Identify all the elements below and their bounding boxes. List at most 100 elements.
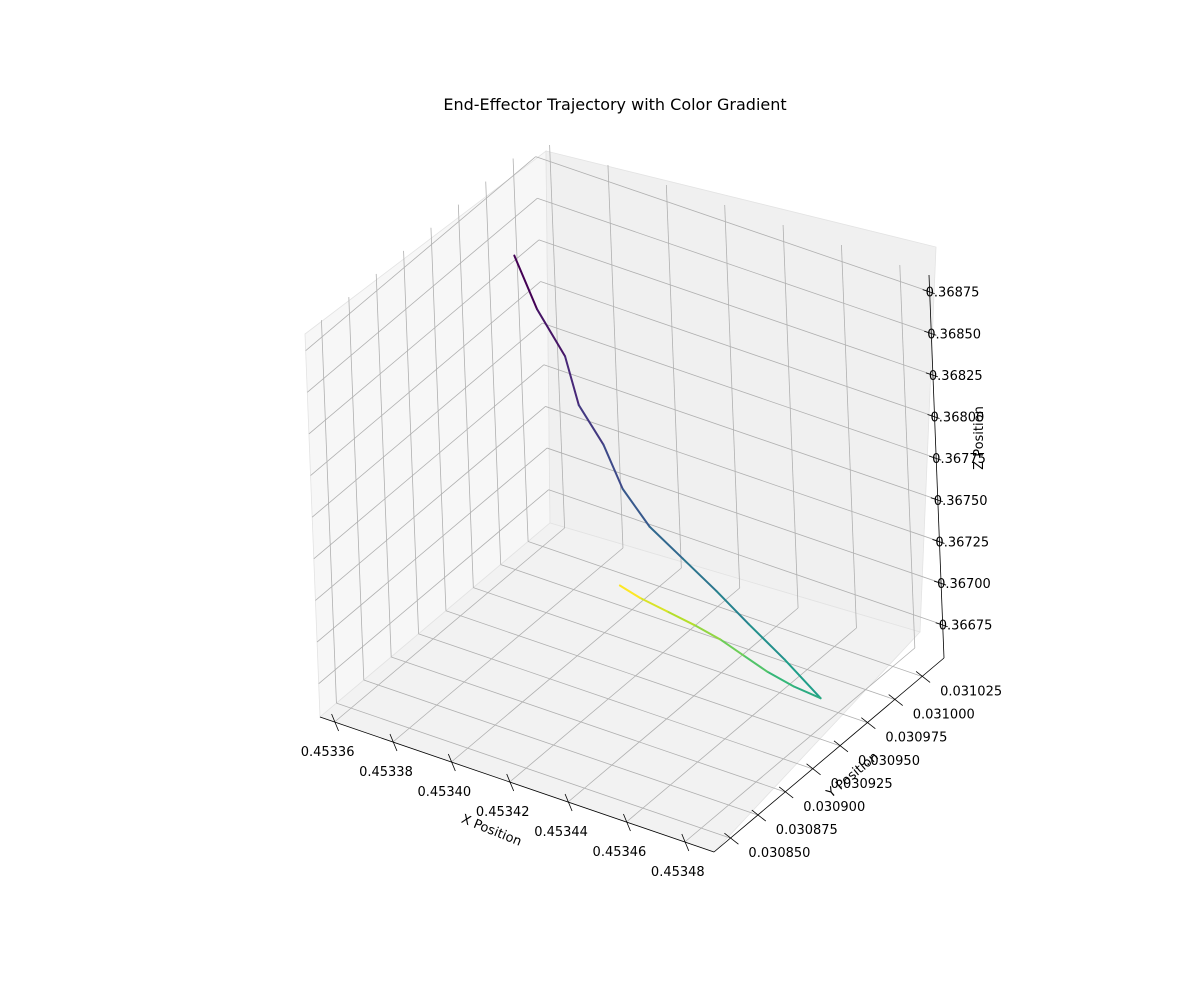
x-grid-line [665,184,682,569]
x-grid-line [549,144,565,529]
z-grid-line [543,364,938,501]
z-tick-label: 0.36775 [932,452,986,467]
trajectory-segment [747,623,786,661]
x-tick-label: 0.45346 [593,845,647,860]
trajectory-segment [719,638,745,657]
z-tick-mark [927,414,940,419]
z-grid-line [548,489,943,626]
trajectory-segment [535,308,567,358]
y-grid-line [457,204,474,588]
trajectory-segment [564,355,580,407]
z-tick-mark [929,455,942,461]
z-tick-label: 0.36875 [926,286,980,301]
y-tick-mark [806,763,821,776]
x-grid-line [899,264,916,649]
y-tick-label: 0.031025 [940,684,1002,699]
y-axis-line [713,657,945,853]
x-grid-line [509,587,740,783]
x-tick-label: 0.45338 [359,765,413,780]
z-tick-mark [935,622,948,628]
y-tick-label: 0.030975 [885,731,947,746]
y-grid-line [430,227,447,611]
z-grid-line [546,447,942,584]
z-tick-label: 0.36825 [929,369,983,384]
x-grid-line [724,204,741,589]
x-grid-line [626,627,857,823]
y-tick-label: 0.031000 [913,708,975,723]
y-tick-mark [915,671,931,683]
grid-lines [305,144,943,843]
z-tick-label: 0.36850 [927,327,981,342]
y-grid-line [363,679,758,816]
y-grid-line [500,564,895,700]
y-tick-label: 0.030900 [803,800,865,815]
z-grid-line [307,197,538,393]
z-tick-label: 0.36700 [937,577,991,592]
z-grid-line [305,156,536,351]
z-grid-line [308,239,540,435]
tick-labels: 0.45336 0.45338 0.45340 0.45342 0.45344 0.453… [301,286,1002,880]
y-grid-line [375,273,392,657]
y-axis-label: Y Position [823,749,881,801]
trajectory-segment [602,443,624,490]
z-tick-label: 0.36725 [935,535,989,550]
x-tick-label: 0.45348 [651,865,705,880]
trajectory-segment [693,623,722,641]
x-tick-label: 0.45340 [417,785,471,800]
y-tick-mark [751,809,767,822]
z-grid-line [538,239,934,376]
z-grid-line [315,406,546,601]
z-grid-line [540,281,935,417]
z-tick-mark [924,330,937,336]
y-grid-line [418,633,813,770]
x-grid-line [567,607,799,803]
x-grid-line [684,647,916,843]
x-grid-line [782,224,799,609]
z-tick-mark [925,372,939,378]
trajectory-segment [682,557,718,593]
x-grid-line [334,527,565,723]
y-grid-line [512,158,529,542]
y-grid-line [445,610,841,747]
axis-edges [319,274,948,853]
z-grid-line [313,364,545,560]
trajectory-segment [648,525,685,560]
y-tick-label: 0.030875 [776,823,838,838]
y-tick-mark [778,786,794,799]
trajectory-segment [783,658,822,700]
z-grid-line [537,197,932,334]
trajectory-segment [621,487,651,528]
z-grid-line [535,156,930,293]
y-grid-line [391,656,786,793]
z-grid-line [310,281,541,476]
x-grid-line [392,547,624,743]
chart-title: End-Effector Trajectory with Color Gradi… [443,95,786,114]
x-axis-line [319,716,715,853]
x-grid-line [841,244,857,629]
z-tick-mark [932,539,945,544]
z-grid-line [545,406,940,542]
z-tick-label: 0.36800 [931,411,985,426]
z-grid-line [316,447,548,643]
y-grid-line [527,541,923,677]
z-tick-label: 0.36750 [934,494,988,509]
z-tick-mark [930,497,943,503]
x-tick-label: 0.45336 [301,745,355,760]
z-axis-label: Z Position [972,406,987,470]
z-grid-line [318,489,549,685]
y-grid-line [321,320,337,704]
y-grid-line [348,297,365,681]
trajectory-segment [766,670,795,688]
z-tick-label: 0.36675 [939,619,993,634]
x-tick-label: 0.45344 [534,825,588,840]
z-grid-line [542,322,937,459]
z-axis-line [928,274,945,659]
trajectory-line [513,254,822,700]
trajectory-segment [513,254,538,311]
trajectory-segment [792,685,822,700]
y-tick-label: 0.030950 [858,754,920,769]
z-tick-mark [922,289,935,295]
y-grid-line [403,250,419,634]
y-tick-mark [861,717,876,729]
